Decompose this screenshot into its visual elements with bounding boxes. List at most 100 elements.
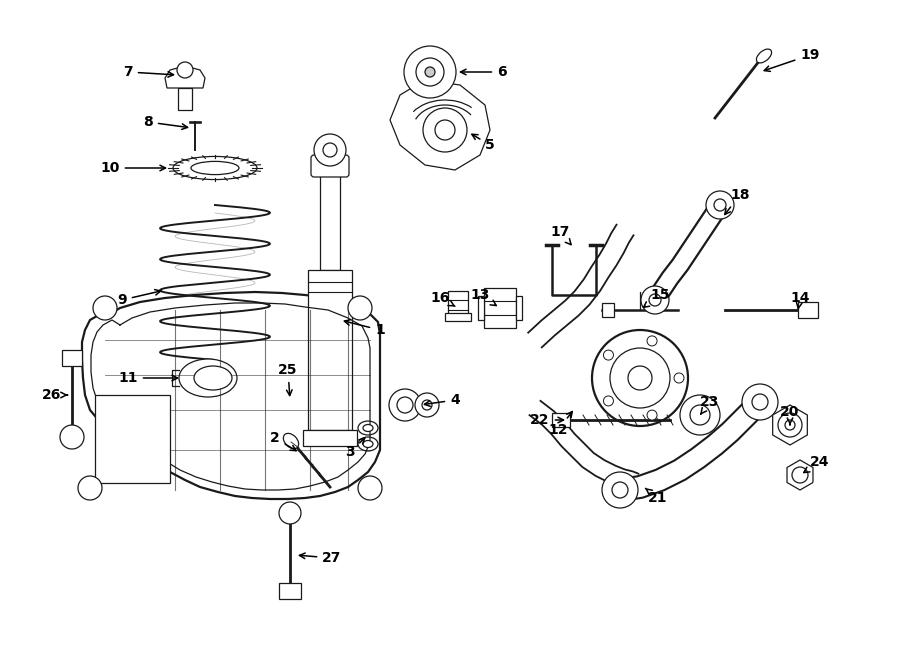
Text: 17: 17 [550, 225, 572, 245]
FancyBboxPatch shape [311, 155, 349, 177]
Circle shape [279, 502, 301, 524]
Circle shape [397, 397, 413, 413]
Text: 25: 25 [278, 363, 298, 395]
Text: 12: 12 [548, 412, 572, 437]
Text: 15: 15 [644, 288, 670, 307]
Text: 3: 3 [346, 438, 365, 459]
Ellipse shape [173, 157, 257, 180]
Circle shape [647, 410, 657, 420]
Circle shape [602, 472, 638, 508]
Polygon shape [773, 405, 807, 445]
Circle shape [425, 67, 435, 77]
Ellipse shape [194, 366, 232, 390]
Circle shape [60, 425, 84, 449]
Bar [516, 296, 522, 320]
Text: 23: 23 [700, 395, 720, 414]
Bar [308, 270, 352, 430]
Ellipse shape [191, 161, 239, 175]
Bar [95, 395, 170, 483]
Text: 2: 2 [270, 431, 296, 451]
Text: 21: 21 [645, 488, 668, 505]
Bar [445, 313, 471, 321]
Text: 22: 22 [530, 413, 563, 427]
Circle shape [177, 62, 193, 78]
Circle shape [649, 294, 661, 306]
Circle shape [641, 286, 669, 314]
Bar [602, 303, 614, 317]
Circle shape [389, 389, 421, 421]
Circle shape [78, 476, 102, 500]
Text: 24: 24 [804, 455, 830, 473]
Circle shape [416, 58, 444, 86]
Ellipse shape [358, 437, 378, 451]
Polygon shape [529, 401, 638, 490]
Text: 14: 14 [790, 291, 810, 309]
Text: 1: 1 [345, 320, 385, 337]
Bar [178, 88, 192, 110]
Circle shape [404, 46, 456, 98]
Circle shape [628, 366, 652, 390]
Circle shape [415, 393, 439, 417]
Circle shape [314, 134, 346, 166]
Ellipse shape [179, 359, 237, 397]
Text: 11: 11 [118, 371, 177, 385]
Text: 8: 8 [143, 115, 187, 130]
Ellipse shape [756, 49, 771, 63]
Circle shape [647, 336, 657, 346]
Ellipse shape [363, 424, 373, 432]
Circle shape [785, 420, 795, 430]
Ellipse shape [363, 440, 373, 447]
Bar [62, 350, 82, 366]
Circle shape [603, 396, 614, 406]
Text: 19: 19 [764, 48, 820, 71]
Circle shape [93, 296, 117, 320]
Polygon shape [618, 394, 768, 501]
Polygon shape [648, 200, 727, 305]
Polygon shape [82, 292, 380, 499]
Circle shape [603, 350, 614, 360]
Circle shape [435, 120, 455, 140]
Text: 18: 18 [724, 188, 750, 214]
Text: 9: 9 [117, 290, 160, 307]
Ellipse shape [284, 434, 299, 449]
Circle shape [358, 476, 382, 500]
Polygon shape [165, 66, 205, 88]
Circle shape [706, 191, 734, 219]
Polygon shape [390, 80, 490, 170]
Circle shape [792, 467, 808, 483]
Circle shape [612, 482, 628, 498]
Circle shape [610, 348, 670, 408]
Bar [320, 168, 340, 270]
Text: 16: 16 [430, 291, 455, 306]
Bar [552, 413, 570, 427]
Circle shape [674, 373, 684, 383]
Circle shape [714, 199, 726, 211]
Polygon shape [528, 225, 634, 347]
Circle shape [752, 394, 768, 410]
Circle shape [742, 384, 778, 420]
Circle shape [423, 108, 467, 152]
Text: 7: 7 [123, 65, 174, 79]
Text: 5: 5 [472, 134, 495, 152]
Ellipse shape [358, 421, 378, 435]
Text: 26: 26 [42, 388, 68, 402]
Text: 13: 13 [471, 288, 496, 305]
Circle shape [348, 296, 372, 320]
Text: 20: 20 [780, 405, 800, 424]
Bar [478, 296, 484, 320]
Bar [303, 430, 357, 446]
Bar [798, 302, 818, 318]
Polygon shape [787, 460, 813, 490]
Bar [448, 291, 468, 319]
Circle shape [680, 395, 720, 435]
Circle shape [592, 330, 688, 426]
Bar [279, 583, 301, 599]
Text: 10: 10 [100, 161, 166, 175]
Text: 27: 27 [300, 551, 342, 565]
Text: 6: 6 [461, 65, 507, 79]
Text: 4: 4 [425, 393, 460, 407]
Bar [484, 288, 516, 328]
Circle shape [323, 143, 337, 157]
Circle shape [778, 413, 802, 437]
Circle shape [690, 405, 710, 425]
